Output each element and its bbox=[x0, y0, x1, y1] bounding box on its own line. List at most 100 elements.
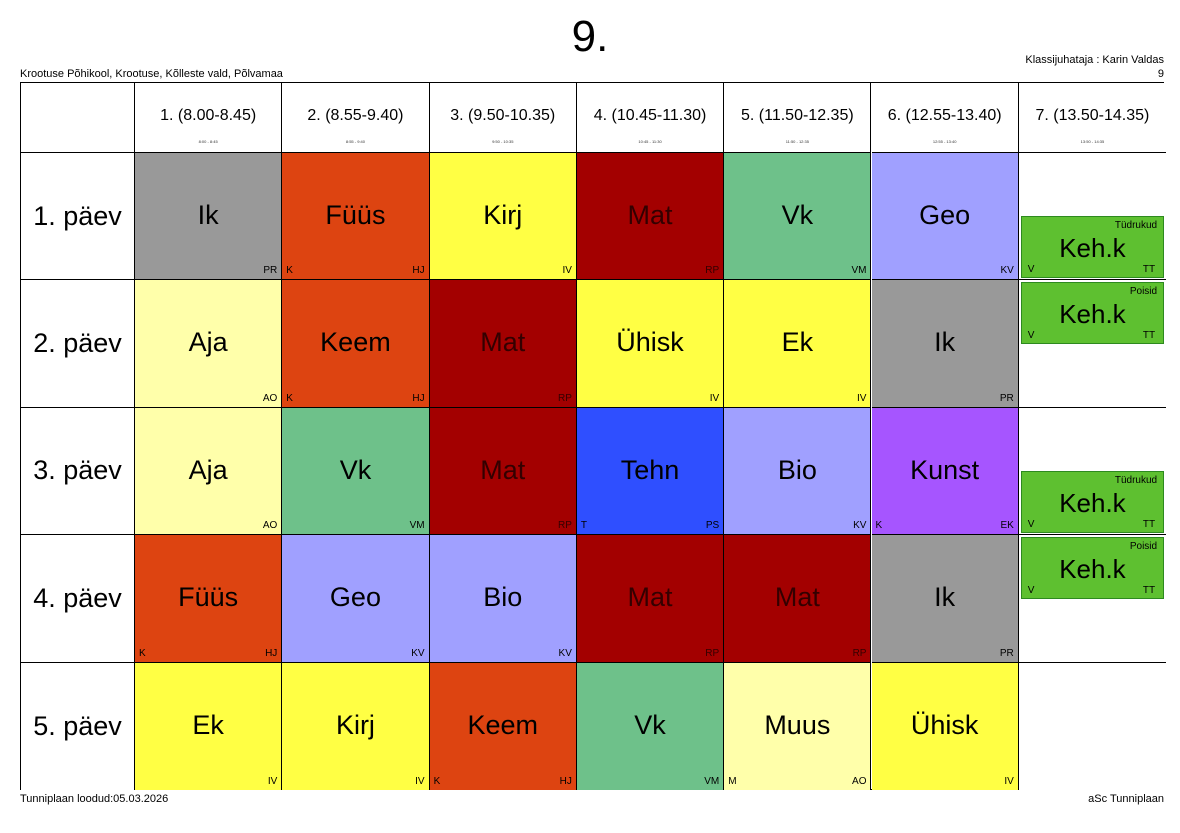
period-label: 1. (8.00-8.45) bbox=[160, 107, 257, 124]
lesson-cell[interactable]: Ek IV bbox=[724, 280, 872, 408]
lesson-teacher: RP bbox=[705, 265, 720, 277]
lesson-cell[interactable]: Mat RP bbox=[576, 153, 725, 281]
lesson-subject: Mat bbox=[480, 454, 526, 485]
lesson-cell[interactable]: Bio KV bbox=[724, 407, 872, 536]
lesson-cell[interactable]: Geo KV bbox=[282, 535, 430, 663]
group-lesson-cell[interactable]: Tüdrukud Keh.k V TT bbox=[1020, 216, 1165, 279]
lesson-cell[interactable]: Aja AO bbox=[135, 280, 283, 408]
period-time: 9:50 - 10:35 bbox=[492, 139, 514, 144]
lesson-teacher: AO bbox=[262, 392, 278, 404]
lesson-teacher: HJ bbox=[265, 647, 278, 659]
period-time: 10:45 - 11:30 bbox=[638, 139, 662, 144]
lesson-subject: Mat bbox=[480, 327, 526, 358]
lesson-subject: Keh.k bbox=[1059, 233, 1126, 264]
lesson-teacher: RP bbox=[705, 647, 720, 659]
lesson-teacher: AO bbox=[262, 520, 278, 532]
group-lesson-cell[interactable]: Tüdrukud Keh.k V TT bbox=[1020, 471, 1165, 534]
period-label: 7. (13.50-14.35) bbox=[1035, 107, 1150, 124]
lesson-teacher: HJ bbox=[412, 392, 425, 404]
lesson-cell[interactable]: Bio KV bbox=[429, 535, 577, 663]
lesson-cell[interactable]: Vk VM bbox=[282, 407, 430, 536]
lesson-teacher: IV bbox=[562, 265, 572, 277]
lesson-teacher: PR bbox=[999, 392, 1014, 404]
lesson-room: K bbox=[286, 392, 293, 404]
period-label: 2. (8.55-9.40) bbox=[307, 107, 404, 124]
period-label: 6. (12.55-13.40) bbox=[887, 107, 1002, 124]
lesson-cell[interactable]: Keem HJ K bbox=[282, 280, 430, 408]
lesson-cell[interactable]: Mat RP bbox=[724, 535, 872, 663]
lesson-teacher: TT bbox=[1142, 519, 1156, 531]
lesson-teacher: PR bbox=[263, 265, 278, 277]
lesson-cell[interactable]: Füüs HJ K bbox=[135, 535, 283, 663]
group-lesson-cell[interactable]: Poisid Keh.k V TT bbox=[1020, 537, 1165, 600]
lesson-teacher: VM bbox=[704, 775, 720, 787]
group-name: Poisid bbox=[1129, 541, 1158, 553]
lesson-subject: Kunst bbox=[910, 454, 980, 485]
lesson-cell[interactable]: Ik PR bbox=[135, 153, 283, 281]
lesson-subject: Keh.k bbox=[1059, 299, 1126, 330]
lesson-subject: Vk bbox=[634, 709, 666, 740]
lesson-subject: Vk bbox=[339, 454, 372, 485]
class-number: 9 bbox=[1157, 68, 1164, 80]
lesson-subject: Mat bbox=[627, 582, 673, 613]
lesson-subject: Ik bbox=[197, 200, 219, 230]
lesson-subject: Geo bbox=[329, 582, 381, 613]
lesson-teacher: HJ bbox=[559, 775, 572, 787]
class-teacher: Klassijuhataja : Karin Valdas bbox=[1025, 54, 1164, 66]
day-label: 1. päev bbox=[21, 153, 135, 281]
day-label: 3. päev bbox=[21, 407, 135, 536]
lesson-cell[interactable]: Aja AO bbox=[135, 407, 283, 536]
lesson-room: V bbox=[1027, 330, 1035, 342]
lesson-cell[interactable]: Tehn PS T bbox=[576, 407, 725, 536]
lesson-subject: Ühisk bbox=[910, 709, 979, 740]
group-lesson-cell[interactable]: Poisid Keh.k V TT bbox=[1020, 282, 1165, 345]
period-label: 4. (10.45-11.30) bbox=[593, 107, 707, 124]
lesson-cell[interactable]: Füüs HJ K bbox=[282, 153, 430, 281]
lesson-cell[interactable]: Ek IV bbox=[135, 662, 283, 790]
group-name: Poisid bbox=[1129, 286, 1158, 298]
period-header: 2. (8.55-9.40) 8:55 - 9:40 bbox=[282, 83, 430, 153]
lesson-cell[interactable]: Mat RP bbox=[576, 535, 725, 663]
lesson-subject: Füüs bbox=[178, 582, 239, 613]
lesson-cell[interactable]: Mat RP bbox=[429, 407, 577, 536]
period-header: 6. (12.55-13.40) 12:55 - 13:40 bbox=[871, 83, 1019, 153]
lesson-subject: Mat bbox=[627, 200, 673, 230]
lesson-cell[interactable]: Ühisk IV bbox=[576, 280, 725, 408]
period-label: 3. (9.50-10.35) bbox=[450, 107, 556, 124]
lesson-cell[interactable]: Ik PR bbox=[871, 535, 1019, 663]
lesson-teacher: KV bbox=[558, 647, 572, 659]
period-time: 12:55 - 13:40 bbox=[932, 139, 957, 144]
lesson-teacher: KV bbox=[853, 520, 867, 532]
lesson-cell[interactable]: Kirj IV bbox=[282, 662, 430, 790]
lesson-room: K bbox=[286, 265, 293, 277]
lesson-cell[interactable]: Mat RP bbox=[429, 280, 577, 408]
lesson-room: V bbox=[1027, 519, 1035, 531]
lesson-cell[interactable]: Vk VM bbox=[724, 153, 872, 281]
lesson-teacher: AO bbox=[852, 775, 867, 787]
lesson-room: M bbox=[728, 775, 737, 787]
lesson-room: T bbox=[580, 520, 587, 532]
lesson-cell[interactable]: Kirj IV bbox=[429, 153, 577, 281]
lesson-cell[interactable]: Geo KV bbox=[871, 153, 1019, 281]
lesson-cell[interactable]: Vk VM bbox=[576, 662, 725, 790]
lesson-cell[interactable]: Kunst EK K bbox=[871, 407, 1019, 536]
lesson-teacher: PS bbox=[705, 520, 720, 532]
lesson-subject: Ühisk bbox=[616, 327, 684, 358]
lesson-cell[interactable]: Ühisk IV bbox=[871, 662, 1019, 790]
lesson-cell[interactable]: Keem HJ K bbox=[429, 662, 577, 790]
lesson-teacher: RP bbox=[557, 392, 572, 404]
lesson-teacher: KV bbox=[411, 647, 425, 659]
corner-cell bbox=[21, 83, 135, 153]
lesson-teacher: EK bbox=[1000, 520, 1014, 532]
lesson-cell[interactable]: Ik PR bbox=[871, 280, 1019, 408]
lesson-teacher: IV bbox=[267, 775, 278, 787]
lesson-subject: Keh.k bbox=[1059, 554, 1126, 585]
lesson-teacher: IV bbox=[709, 392, 720, 404]
lesson-teacher: IV bbox=[1004, 775, 1014, 787]
lesson-cell[interactable]: Muus AO M bbox=[724, 662, 872, 790]
lesson-subject: Geo bbox=[919, 200, 971, 230]
lesson-room: K bbox=[139, 647, 146, 659]
lesson-subject: Aja bbox=[188, 454, 228, 485]
lesson-room: V bbox=[1027, 264, 1035, 276]
lesson-teacher: TT bbox=[1142, 585, 1156, 597]
